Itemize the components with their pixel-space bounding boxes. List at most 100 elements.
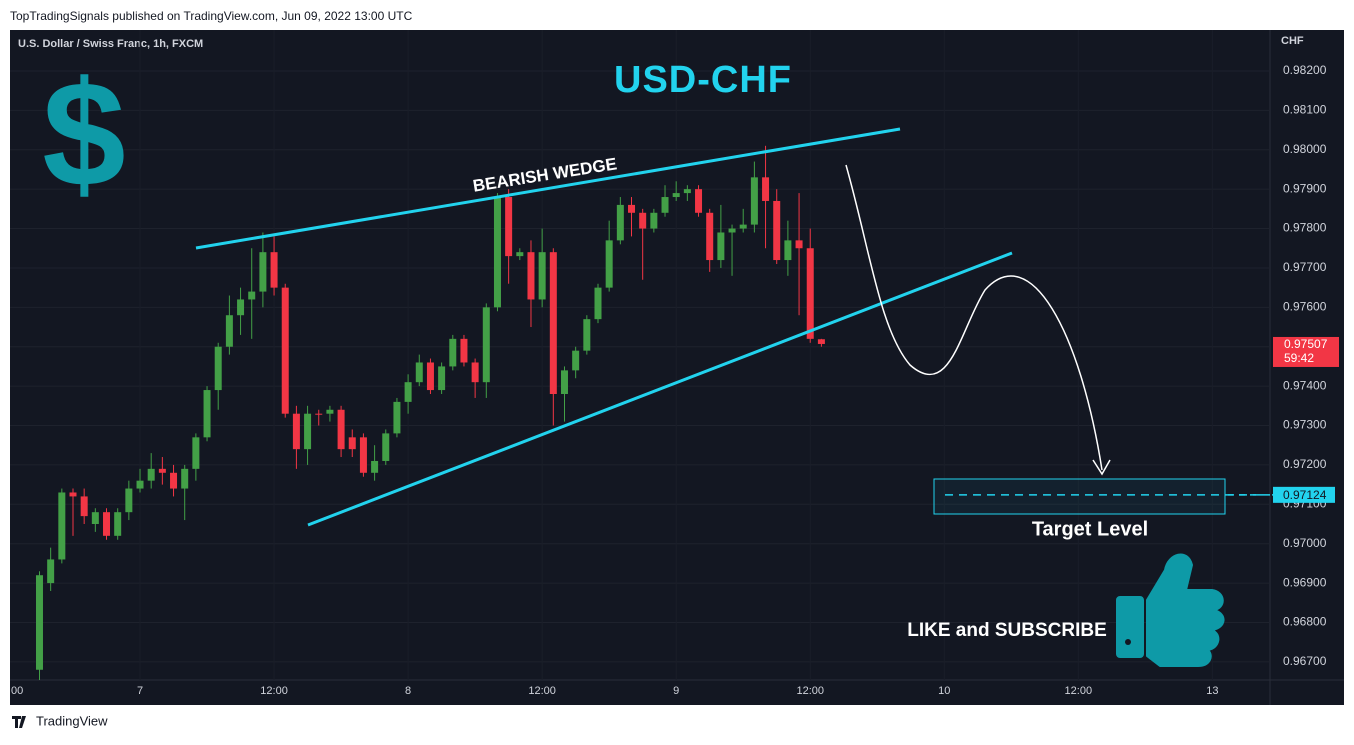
candle-body	[572, 350, 580, 371]
candle-body	[248, 291, 256, 300]
candle-body	[415, 362, 423, 383]
candle-body	[69, 492, 77, 497]
target-price-tag	[1273, 486, 1335, 503]
y-tick-label: 0.96900	[1283, 575, 1327, 589]
x-tick-label: 8	[405, 685, 411, 697]
candle-body	[605, 240, 613, 288]
candle-body	[762, 177, 770, 201]
candle-body	[426, 362, 434, 391]
candle-body	[784, 240, 792, 261]
projection-path	[845, 164, 1103, 471]
candle-body	[717, 232, 725, 261]
wedge-upper	[195, 127, 901, 250]
candle-body	[326, 409, 334, 414]
thumb-cuff	[1116, 596, 1144, 658]
candle-body	[639, 212, 647, 229]
candle-body	[225, 315, 233, 347]
candle-body	[460, 338, 468, 363]
candle-body	[583, 319, 591, 351]
candle-body	[237, 299, 245, 316]
candle-body	[181, 468, 189, 489]
y-tick-label: 0.97700	[1283, 260, 1327, 274]
chart-panel	[10, 30, 1344, 705]
candle-body	[739, 224, 747, 229]
candle-body	[728, 228, 736, 233]
candle-body	[147, 468, 155, 481]
x-tick-label: 12:00	[528, 685, 556, 697]
y-tick-label: 0.97400	[1283, 378, 1327, 392]
x-tick-label: 9	[673, 685, 679, 697]
candle-body	[628, 204, 636, 213]
y-tick-label: 0.98200	[1283, 63, 1327, 77]
candle-body	[47, 559, 55, 584]
candle-body	[348, 437, 356, 450]
candle-body	[750, 177, 758, 225]
last-price-tag	[1273, 336, 1339, 367]
y-tick-label: 0.96800	[1283, 615, 1327, 629]
candle-body	[672, 193, 680, 198]
candle-body	[683, 189, 691, 194]
y-tick-label: 0.97000	[1283, 536, 1327, 550]
candle-body	[80, 496, 88, 517]
y-tick-label: 0.98100	[1283, 103, 1327, 117]
candle-body	[438, 366, 446, 391]
candle-body	[292, 413, 300, 450]
grid	[10, 30, 1270, 680]
candle-body	[315, 413, 323, 415]
x-tick-label: 7	[137, 685, 143, 697]
candle-body	[281, 287, 289, 414]
target-box	[933, 478, 1226, 515]
candle-body	[170, 472, 178, 489]
y-tick-label: 0.98000	[1283, 142, 1327, 156]
thumbs-up-icon	[1116, 553, 1225, 667]
candle-body	[404, 382, 412, 402]
y-tick-label: 0.97600	[1283, 300, 1327, 314]
candle-body	[650, 212, 658, 229]
x-tick-label: 00	[11, 685, 23, 697]
candle-body	[795, 240, 803, 249]
candle-body	[58, 492, 66, 560]
candle-body	[337, 409, 345, 450]
projection-arrow	[1092, 459, 1111, 476]
candle-body	[393, 401, 401, 434]
candles	[35, 145, 825, 680]
target-label: Target Level	[1032, 518, 1148, 540]
candle-body	[158, 468, 166, 473]
publish-header: TopTradingSignals published on TradingVi…	[10, 9, 413, 23]
currency-label: CHF	[1281, 35, 1304, 47]
candle-body	[270, 252, 278, 288]
cta-label: LIKE and SUBSCRIBE	[907, 620, 1107, 641]
candle-body	[560, 370, 568, 394]
symbol-label: U.S. Dollar / Swiss Franc, 1h, FXCM	[18, 38, 203, 50]
candle-body	[359, 437, 367, 473]
candle-body	[192, 437, 200, 469]
candle-body	[203, 390, 211, 438]
candle-body	[471, 362, 479, 383]
candle-body	[35, 575, 43, 670]
candle-body	[136, 480, 144, 489]
countdown-label: 59:42	[1284, 351, 1314, 365]
candle-body	[773, 200, 781, 261]
x-tick-label: 13	[1206, 685, 1218, 697]
candle-body	[91, 512, 99, 524]
y-tick-label: 0.97900	[1283, 181, 1327, 195]
candle-body	[594, 287, 602, 320]
last-price-label: 0.97507	[1284, 337, 1328, 351]
x-tick-label: 12:00	[1065, 685, 1093, 697]
cuff-dot	[1125, 639, 1131, 645]
x-tick-label: 12:00	[796, 685, 824, 697]
x-tick-label: 12:00	[260, 685, 288, 697]
candle-body	[114, 512, 122, 536]
wedge-lower	[307, 251, 1013, 527]
candle-body	[304, 413, 312, 450]
drawings	[195, 127, 1226, 527]
y-tick-label: 0.97300	[1283, 418, 1327, 432]
y-tick-label: 0.97800	[1283, 221, 1327, 235]
candle-body	[214, 346, 222, 391]
candle-body	[259, 252, 267, 292]
y-tick-label: 0.97200	[1283, 457, 1327, 471]
candle-body	[505, 197, 513, 257]
candle-body	[661, 197, 669, 213]
